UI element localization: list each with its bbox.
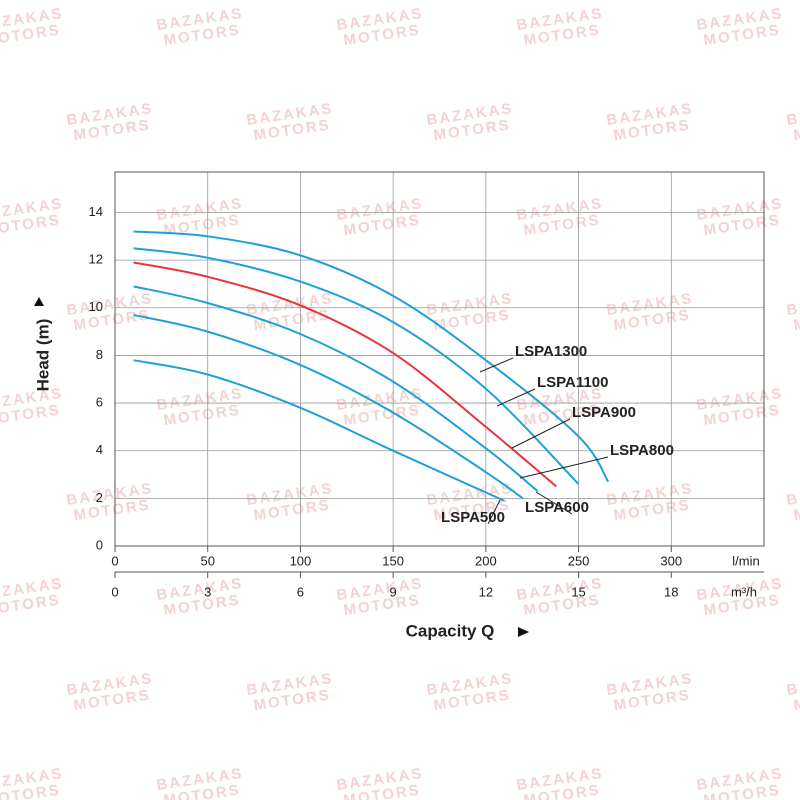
leader-line [519, 456, 609, 479]
x-unit: l/min [732, 553, 759, 568]
plot: LSPA1300 LSPA1100 LSPA900 LSPA800 LSPA600 LSP… [133, 230, 674, 526]
y-axis-label: Head (m) [33, 319, 52, 392]
x-arrow [518, 627, 529, 637]
curve [133, 230, 610, 483]
x2-unit: m³/h [731, 584, 757, 599]
legend-label: LSPA600 [525, 499, 589, 516]
y-arrow [34, 297, 44, 306]
x2-tick-label: 3 [204, 584, 211, 599]
y-tick-label: 8 [96, 347, 103, 362]
y-tick-label: 14 [89, 204, 103, 219]
x2-tick-label: 9 [390, 584, 397, 599]
curve [133, 261, 557, 488]
watermark-text: MOTORS [793, 307, 800, 335]
x-tick-label: 0 [111, 553, 118, 568]
curve [133, 285, 539, 492]
x-tick-label: 100 [290, 553, 312, 568]
legend-label: LSPA500 [441, 509, 505, 526]
plot-frame [114, 171, 765, 547]
legend-label: LSPA1100 [537, 374, 608, 391]
watermark-layer: BAZAKASMOTORSBAZAKASMOTORSBAZAKASMOTORSB… [0, 5, 800, 800]
leader-line [479, 357, 514, 373]
y-tick-label: 2 [96, 490, 103, 505]
curve [133, 359, 505, 502]
watermark-text: BAZAKAS [785, 290, 800, 319]
watermark-text: MOTORS [793, 497, 800, 525]
x2-tick-label: 18 [664, 584, 678, 599]
x-tick-label: 250 [568, 553, 590, 568]
watermark-text: BAZAKAS [785, 480, 800, 509]
x2-tick-label: 15 [571, 584, 585, 599]
x-tick-label: 300 [660, 553, 682, 568]
leader-line [511, 418, 571, 449]
leader-line [496, 388, 536, 407]
watermark-text: MOTORS [793, 117, 800, 145]
y-tick-label: 6 [96, 395, 103, 410]
x2-tick-label: 12 [479, 584, 493, 599]
legend-label: LSPA1300 [515, 343, 587, 360]
watermark-text: MOTORS [793, 687, 800, 715]
legend-label: LSPA900 [572, 404, 636, 421]
y-tick-label: 10 [89, 299, 103, 314]
leader-line [535, 491, 573, 515]
watermark-text: BAZAKAS [785, 100, 800, 129]
x-tick-label: 200 [475, 553, 497, 568]
x-tick-label: 50 [200, 553, 214, 568]
curve [133, 313, 524, 500]
watermark-text: BAZAKAS [785, 670, 800, 699]
y-tick-label: 12 [89, 252, 103, 267]
x2-tick-label: 0 [111, 584, 118, 599]
curve [133, 247, 580, 485]
legend-label: LSPA800 [610, 442, 674, 459]
y-tick-label: 4 [96, 442, 103, 457]
leader-line [487, 499, 501, 525]
x-tick-label: 150 [382, 553, 404, 568]
y-tick-label: 0 [96, 537, 103, 552]
x-axis-label: Capacity Q [406, 621, 495, 640]
x2-tick-label: 6 [297, 584, 304, 599]
